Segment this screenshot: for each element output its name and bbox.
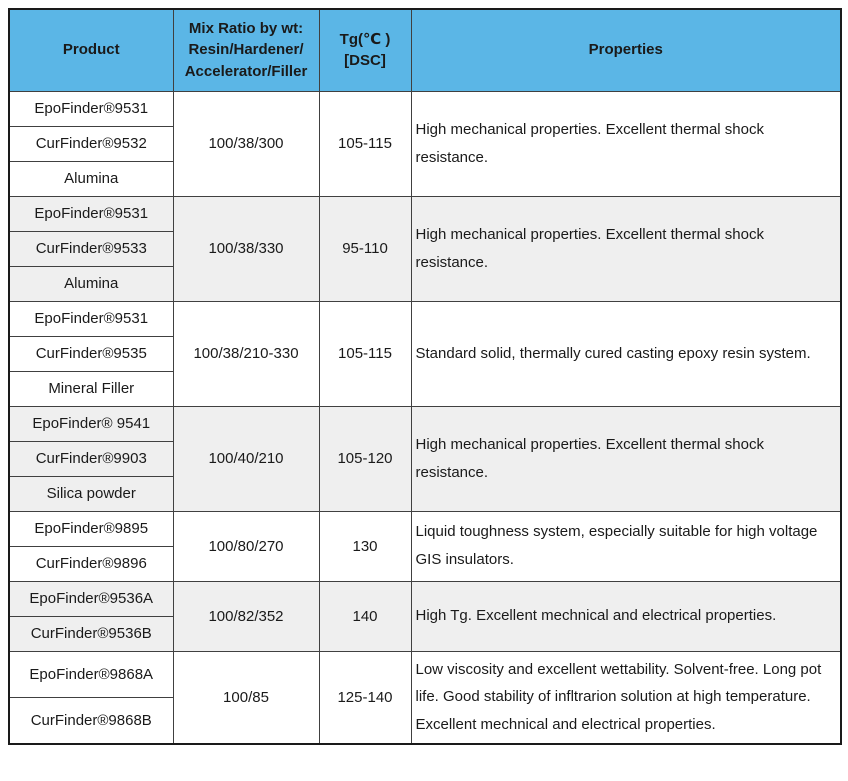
tg-cell: 125-140 — [318, 650, 412, 745]
table-row: CurFinder®9532 — [8, 125, 841, 162]
mix-ratio-cell: 100/38/300 — [172, 90, 320, 197]
table-row: Alumina — [8, 160, 841, 197]
product-cell: CurFinder®9535 — [8, 335, 174, 372]
properties-cell: Standard solid, thermally cured casting … — [410, 300, 842, 407]
table-row: CurFinder®9903 — [8, 440, 841, 477]
mix-ratio-cell: 100/40/210 — [172, 405, 320, 512]
properties-cell: Liquid toughness system, especially suit… — [410, 510, 842, 582]
product-cell: Mineral Filler — [8, 370, 174, 407]
table-row: CurFinder®9535 — [8, 335, 841, 372]
mix-ratio-cell: 100/80/270 — [172, 510, 320, 582]
tg-cell: 140 — [318, 580, 412, 652]
table-row: CurFinder®9536B — [8, 615, 841, 652]
product-cell: CurFinder®9868B — [8, 696, 174, 745]
header-tg: Tg(℃ ) [DSC] — [318, 8, 412, 92]
table-row: Silica powder — [8, 475, 841, 512]
table-row: EpoFinder®9531 100/38/330 95-110 High mecha… — [8, 195, 842, 302]
product-cell: CurFinder®9536B — [8, 615, 174, 652]
mix-ratio-cell: 100/38/210-330 — [172, 300, 320, 407]
table-row: Alumina — [8, 265, 841, 302]
product-cell: Alumina — [8, 265, 174, 302]
properties-cell: High Tg. Excellent mechnical and electri… — [410, 580, 842, 652]
tg-cell: 95-110 — [318, 195, 412, 302]
mix-ratio-cell: 100/82/352 — [172, 580, 320, 652]
product-cell: EpoFinder® 9541 — [8, 405, 174, 442]
table-row: EpoFinder®9531 100/38/300 105-115 High mech… — [8, 90, 842, 197]
header-row: Product Mix Ratio by wt: Resin/Hardener/… — [8, 8, 842, 92]
table-row: Mineral Filler — [8, 370, 841, 407]
table-row: EpoFinder®9531 100/38/210-330 105-115 Stand… — [8, 300, 842, 407]
product-cell: CurFinder®9532 — [8, 125, 174, 162]
product-cell: EpoFinder®9868A — [8, 650, 174, 698]
tg-cell: 105-115 — [318, 300, 412, 407]
table-row: EpoFinder®9895 100/80/270 130 Liquid toughn… — [8, 510, 842, 582]
table-row: CurFinder®9533 — [8, 230, 841, 267]
table-row: CurFinder®9868B — [8, 696, 841, 745]
product-cell: EpoFinder®9536A — [8, 580, 174, 617]
tg-cell: 105-120 — [318, 405, 412, 512]
product-cell: EpoFinder®9531 — [8, 90, 174, 127]
mix-ratio-cell: 100/85 — [172, 650, 320, 745]
header-properties: Properties — [410, 8, 842, 92]
product-cell: CurFinder®9896 — [8, 545, 174, 582]
product-table: Product Mix Ratio by wt: Resin/Hardener/… — [8, 8, 842, 745]
tg-cell: 105-115 — [318, 90, 412, 197]
product-cell: CurFinder®9903 — [8, 440, 174, 477]
mix-ratio-cell: 100/38/330 — [172, 195, 320, 302]
product-cell: EpoFinder®9895 — [8, 510, 174, 547]
table-header: Product Mix Ratio by wt: Resin/Hardener/… — [8, 8, 842, 92]
product-cell: CurFinder®9533 — [8, 230, 174, 267]
table-row: EpoFinder®9868A 100/85 125-140 Low viscosit… — [8, 650, 842, 745]
header-mix-ratio: Mix Ratio by wt: Resin/Hardener/ Acceler… — [172, 8, 320, 92]
table-row: EpoFinder®9536A 100/82/352 140 High Tg. Exc… — [8, 580, 842, 652]
properties-cell: High mechanical properties. Excellent th… — [410, 195, 842, 302]
header-product: Product — [8, 8, 174, 92]
product-cell: Alumina — [8, 160, 174, 197]
product-cell: EpoFinder®9531 — [8, 300, 174, 337]
table-row: CurFinder®9896 — [8, 545, 841, 582]
properties-cell: Low viscosity and excellent wettability.… — [410, 650, 842, 745]
table-body: EpoFinder®9531 100/38/300 105-115 High mech… — [8, 90, 842, 745]
table-row: EpoFinder® 9541 100/40/210 105-120 High mec… — [8, 405, 842, 512]
product-cell: EpoFinder®9531 — [8, 195, 174, 232]
product-cell: Silica powder — [8, 475, 174, 512]
properties-cell: High mechanical properties. Excellent th… — [410, 90, 842, 197]
tg-cell: 130 — [318, 510, 412, 582]
properties-cell: High mechanical properties. Excellent th… — [410, 405, 842, 512]
